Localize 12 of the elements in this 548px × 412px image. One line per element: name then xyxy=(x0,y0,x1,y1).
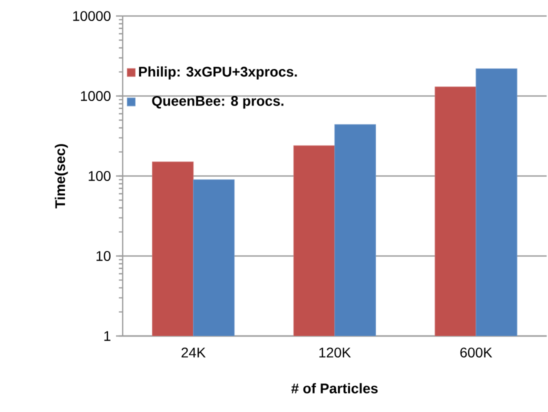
y-tick-label: 10000 xyxy=(73,11,111,21)
y-tick-label: 1000 xyxy=(80,91,111,101)
x-tick-label: 24K xyxy=(182,348,206,358)
legend-label: QueenBee: 8 procs. xyxy=(152,96,284,109)
legend-label: Philip: 3xGPU+3xprocs. xyxy=(139,66,297,80)
y-tick-label: 10 xyxy=(96,251,111,261)
x-tick-label: 120K xyxy=(319,348,351,358)
y-axis-title: Time(sec) xyxy=(54,144,68,208)
y-tick-label: 100 xyxy=(88,171,111,181)
x-axis-title: # of Particles xyxy=(291,383,378,394)
x-tick-label: 600K xyxy=(460,348,492,358)
y-tick-label: 1 xyxy=(104,331,110,341)
